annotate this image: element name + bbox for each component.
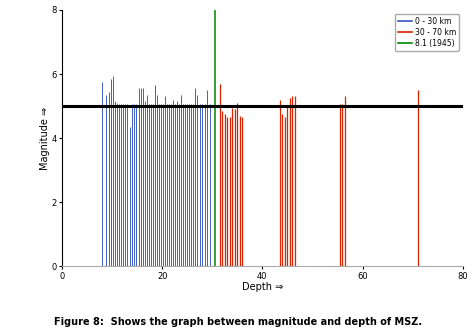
Legend: 0 - 30 km, 30 - 70 km, 8.1 (1945): 0 - 30 km, 30 - 70 km, 8.1 (1945) [394, 14, 458, 51]
Y-axis label: Magnitude ⇒: Magnitude ⇒ [40, 107, 50, 170]
X-axis label: Depth ⇒: Depth ⇒ [241, 282, 282, 292]
Text: Figure 8:  Shows the graph between magnitude and depth of MSZ.: Figure 8: Shows the graph between magnit… [54, 317, 422, 327]
